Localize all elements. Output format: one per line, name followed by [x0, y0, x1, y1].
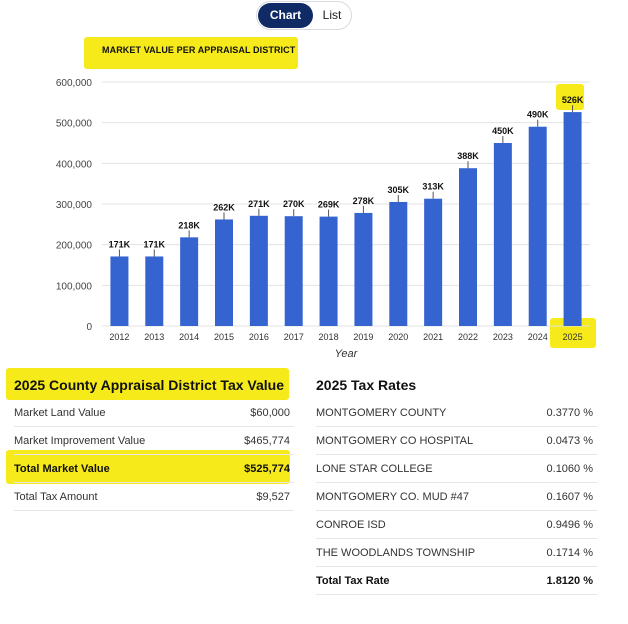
highlight-total-market-row [6, 450, 290, 484]
x-tick-label: 2024 [528, 332, 548, 342]
row-label: CONROE ISD [316, 519, 386, 531]
y-tick-label: 400,000 [56, 159, 93, 170]
x-tick-label: 2025 [563, 332, 583, 342]
bar [284, 216, 303, 326]
x-tick-label: 2022 [458, 332, 478, 342]
row-value: $465,774 [244, 435, 290, 447]
data-label: 313K [422, 182, 444, 192]
data-label: 305K [388, 185, 410, 195]
table-row: LONE STAR COLLEGE 0.1060 % [316, 455, 597, 483]
table-row-total: Total Tax Rate 1.8120 % [316, 567, 597, 595]
bar [354, 212, 373, 326]
view-toggle: Chart List [256, 1, 352, 30]
bar [180, 237, 199, 326]
data-label: 262K [213, 202, 235, 212]
x-tick-label: 2023 [493, 332, 513, 342]
x-tick-label: 2018 [319, 332, 339, 342]
data-label: 269K [318, 200, 340, 210]
y-tick-label: 300,000 [56, 200, 93, 211]
data-label: 450K [492, 126, 514, 136]
row-label: THE WOODLANDS TOWNSHIP [316, 547, 476, 559]
bar [493, 143, 512, 326]
chart-tab[interactable]: Chart [258, 3, 313, 28]
table-row: THE WOODLANDS TOWNSHIP 0.1714 % [316, 539, 597, 567]
data-label: 271K [248, 199, 270, 209]
data-label: 270K [283, 199, 305, 209]
row-label: MONTGOMERY CO. MUD #47 [316, 491, 470, 503]
row-value: 0.1060 % [546, 463, 593, 475]
data-label: 388K [457, 151, 479, 161]
table-row: Market Land Value $60,000 [14, 399, 294, 427]
y-tick-label: 100,000 [56, 281, 93, 292]
x-tick-label: 2019 [353, 332, 373, 342]
data-label: 171K [109, 239, 131, 249]
x-tick-label: 2017 [284, 332, 304, 342]
row-label: Market Land Value [14, 407, 106, 419]
bar [389, 201, 408, 326]
data-label: 278K [353, 196, 375, 206]
row-value: 0.1714 % [546, 547, 593, 559]
row-label: Market Improvement Value [14, 435, 146, 447]
data-label: 526K [562, 95, 584, 105]
highlight-appraisal-title [6, 368, 289, 400]
row-value: 0.9496 % [546, 519, 593, 531]
y-tick-label: 0 [86, 322, 92, 333]
x-tick-label: 2020 [388, 332, 408, 342]
market-value-chart: 600,000 500,000 400,000 300,000 200,000 100,0… [56, 78, 590, 360]
highlight-2025-value [556, 84, 584, 110]
data-label: 218K [178, 220, 200, 230]
row-label: Total Tax Amount [14, 491, 98, 503]
table-row: CONROE ISD 0.9496 % [316, 511, 597, 539]
bar [215, 219, 233, 326]
x-tick-label: 2016 [249, 332, 269, 342]
bar [319, 216, 338, 326]
table-row-total: Total Market Value $525,774 [14, 455, 294, 483]
data-label: 171K [144, 239, 166, 249]
row-value: $60,000 [250, 407, 290, 419]
bar [145, 256, 164, 326]
x-axis-label: Year [335, 348, 359, 360]
row-value: 1.8120 % [546, 575, 593, 587]
y-tick-label: 600,000 [56, 78, 93, 89]
bar [249, 215, 268, 326]
table-row: Market Improvement Value $465,774 [14, 427, 294, 455]
row-value: 0.0473 % [546, 435, 593, 447]
chart-title: MARKET VALUE PER APPRAISAL DISTRICT [102, 45, 296, 55]
y-tick-label: 200,000 [56, 241, 93, 252]
list-tab[interactable]: List [322, 8, 342, 22]
row-label: Total Tax Rate [316, 575, 390, 587]
row-label: MONTGOMERY CO HOSPITAL [316, 435, 474, 447]
data-label: 490K [527, 110, 549, 120]
row-value: 0.3770 % [546, 407, 593, 419]
x-tick-label: 2013 [144, 332, 164, 342]
highlight-chart-title [84, 37, 298, 69]
table-row: MONTGOMERY CO HOSPITAL 0.0473 % [316, 427, 597, 455]
row-label: LONE STAR COLLEGE [316, 463, 433, 475]
tax-rates-title: 2025 Tax Rates [316, 377, 417, 393]
x-tick-label: 2014 [179, 332, 199, 342]
bar [459, 168, 477, 326]
row-value: $9,527 [256, 491, 290, 503]
appraisal-title: 2025 County Appraisal District Tax Value [14, 377, 284, 393]
bar [110, 256, 129, 326]
table-row: MONTGOMERY COUNTY 0.3770 % [316, 399, 597, 427]
bar [424, 198, 443, 326]
table-row: MONTGOMERY CO. MUD #47 0.1607 % [316, 483, 597, 511]
table-row: Total Tax Amount $9,527 [14, 483, 294, 511]
y-tick-label: 500,000 [56, 119, 93, 130]
x-tick-label: 2021 [423, 332, 443, 342]
x-tick-label: 2015 [214, 332, 234, 342]
row-value: 0.1607 % [546, 491, 593, 503]
row-value: $525,774 [244, 463, 290, 475]
bar [528, 126, 547, 326]
row-label: MONTGOMERY COUNTY [316, 407, 447, 419]
row-label: Total Market Value [14, 463, 110, 475]
bar [563, 112, 582, 326]
x-tick-label: 2012 [109, 332, 129, 342]
